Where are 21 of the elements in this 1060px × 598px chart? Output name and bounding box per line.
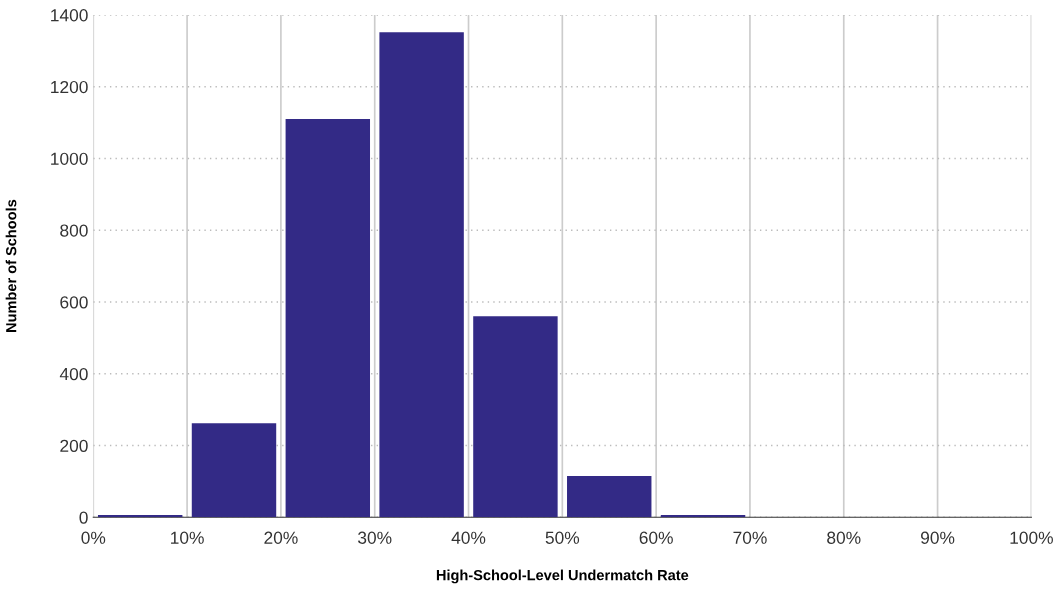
y-tick-label: 1000 [51, 152, 88, 165]
y-tick-label: 0 [79, 511, 88, 524]
y-tick-label: 1200 [51, 80, 88, 94]
x-tick-label: 50% [545, 531, 580, 544]
y-tick-label: 1400 [51, 9, 88, 22]
x-tick-label: 100% [1010, 531, 1053, 544]
x-tick-label: 70% [733, 531, 767, 544]
y-axis-title: Number of Schools [5, 199, 17, 332]
y-tick-label: 400 [59, 367, 88, 381]
x-tick-label: 10% [171, 531, 204, 544]
x-tick-label: 0% [81, 531, 106, 544]
y-tick-label: 600 [60, 296, 88, 309]
x-axis-title: High-School-Level Undermatch Rate [436, 569, 689, 584]
x-tick-label: 40% [451, 531, 486, 544]
y-tick-label: 200 [60, 439, 88, 452]
x-tick-label: 20% [264, 531, 298, 544]
x-tick-label: 60% [639, 531, 673, 544]
x-tick-label: 30% [358, 531, 392, 544]
x-tick-label: 80% [827, 531, 861, 544]
x-tick-label: 90% [921, 531, 955, 544]
y-tick-label: 800 [60, 224, 88, 237]
